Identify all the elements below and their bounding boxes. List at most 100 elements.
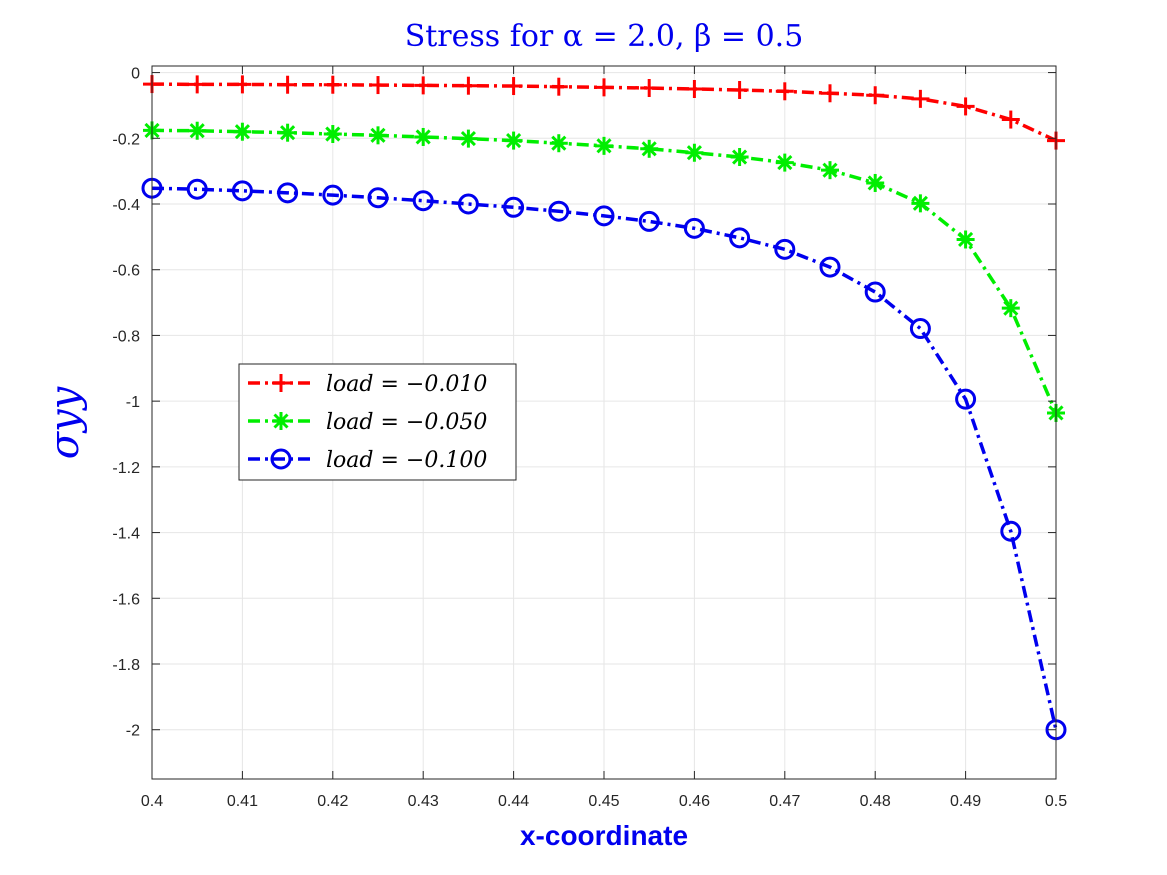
marker-stroke [270, 448, 292, 470]
series-3 [141, 177, 1067, 741]
y-tick-label: -1 [126, 394, 140, 411]
marker-stroke [819, 256, 841, 278]
data-point [956, 97, 975, 116]
marker-stroke [864, 281, 886, 303]
y-tick-label: -2 [126, 723, 140, 740]
data-point [459, 76, 478, 95]
y-tick-label: -1.6 [112, 591, 140, 608]
data-point [685, 80, 704, 98]
x-tick-label: 0.42 [317, 793, 348, 810]
x-tick-label: 0.4 [141, 793, 163, 810]
marker-stroke [277, 182, 299, 204]
data-point [323, 125, 342, 144]
marker-stroke [729, 227, 751, 249]
marker-stroke [234, 124, 250, 140]
marker-stroke [551, 135, 567, 151]
data-point [866, 86, 885, 105]
data-point [1001, 110, 1020, 129]
x-tick-label: 0.47 [769, 793, 800, 810]
x-tick-label: 0.44 [498, 793, 529, 810]
data-point [188, 75, 207, 94]
series-layer [141, 75, 1067, 741]
chart-title: Stress for α = 2.0, β = 0.5 [405, 19, 804, 54]
data-point [277, 182, 299, 204]
y-tick-label: -0.2 [112, 131, 140, 148]
y-tick-label: -1.2 [112, 460, 140, 477]
marker-stroke [548, 200, 570, 222]
x-tick-label: 0.49 [950, 793, 981, 810]
marker-stroke [280, 125, 296, 141]
data-point [233, 122, 252, 141]
series-1 [143, 75, 1065, 150]
x-tick-label: 0.43 [408, 793, 439, 810]
data-point [414, 127, 433, 146]
data-point [640, 79, 659, 98]
data-point [459, 129, 478, 148]
data-point [322, 184, 344, 206]
marker-stroke [186, 178, 208, 200]
marker-stroke [958, 231, 974, 248]
marker-stroke [593, 205, 615, 227]
marker-stroke [909, 318, 931, 340]
data-point [503, 196, 525, 218]
x-tick-label: 0.5 [1045, 793, 1067, 810]
marker-stroke [912, 195, 928, 211]
marker-stroke [1003, 300, 1019, 316]
x-tick-label: 0.46 [679, 793, 710, 810]
marker-stroke [273, 413, 289, 429]
marker-stroke [231, 180, 253, 202]
data-point [549, 134, 568, 153]
data-point [864, 281, 886, 303]
marker-stroke [774, 238, 796, 260]
data-point [730, 148, 749, 167]
data-point [233, 75, 252, 94]
data-point [1000, 520, 1022, 542]
data-point [278, 75, 297, 94]
data-point-marker-asterisk [272, 412, 290, 430]
data-point [186, 178, 208, 200]
marker-stroke [412, 190, 434, 212]
y-tick-label: 0 [131, 66, 140, 83]
legend-entry-3: load = −0.100 [248, 448, 487, 473]
x-tick-labels: 0.4 0.41 0.42 0.43 0.44 0.45 0.46 0.47 0.48 0.49 0… [141, 793, 1067, 810]
tick-marks [151, 66, 1057, 779]
data-point [640, 139, 659, 158]
marker-stroke [189, 123, 205, 139]
data-point [1001, 299, 1020, 318]
legend-entry-2: load = −0.050 [248, 410, 487, 435]
data-point-marker-circle [270, 448, 292, 470]
data-point [729, 227, 751, 249]
marker-stroke [777, 155, 793, 171]
data-point [504, 77, 523, 96]
legend-entry-1: load = −0.010 [248, 372, 487, 397]
x-axis-label: x-coordinate [520, 820, 688, 851]
marker-stroke [596, 138, 612, 154]
data-point [685, 143, 704, 162]
data-point [369, 126, 387, 145]
marker-stroke [325, 126, 341, 142]
y-tick-label: -0.6 [112, 263, 140, 280]
data-point [909, 318, 931, 340]
data-point [369, 76, 387, 95]
data-point [414, 76, 433, 95]
data-point [412, 190, 434, 212]
data-point [911, 89, 930, 108]
data-point [323, 75, 342, 94]
data-point [955, 388, 977, 410]
marker-stroke [867, 175, 883, 191]
marker-stroke [641, 141, 657, 157]
legend-label: load = −0.010 [326, 372, 487, 397]
marker-stroke [415, 129, 431, 145]
legend-label: load = −0.100 [326, 448, 487, 473]
data-point [549, 77, 568, 96]
data-point [775, 82, 794, 101]
y-tick-labels: 0 -0.2 -0.4 -0.6 -0.8 -1 -1.2 -1.4 -1.6 -1.8 -2 [112, 66, 140, 740]
marker-stroke [460, 131, 476, 147]
y-tick-label: -1.4 [112, 526, 140, 543]
marker-stroke [638, 210, 660, 232]
marker-stroke [506, 133, 522, 149]
marker-stroke [370, 127, 386, 143]
data-point [595, 78, 613, 97]
marker-stroke [367, 187, 389, 209]
